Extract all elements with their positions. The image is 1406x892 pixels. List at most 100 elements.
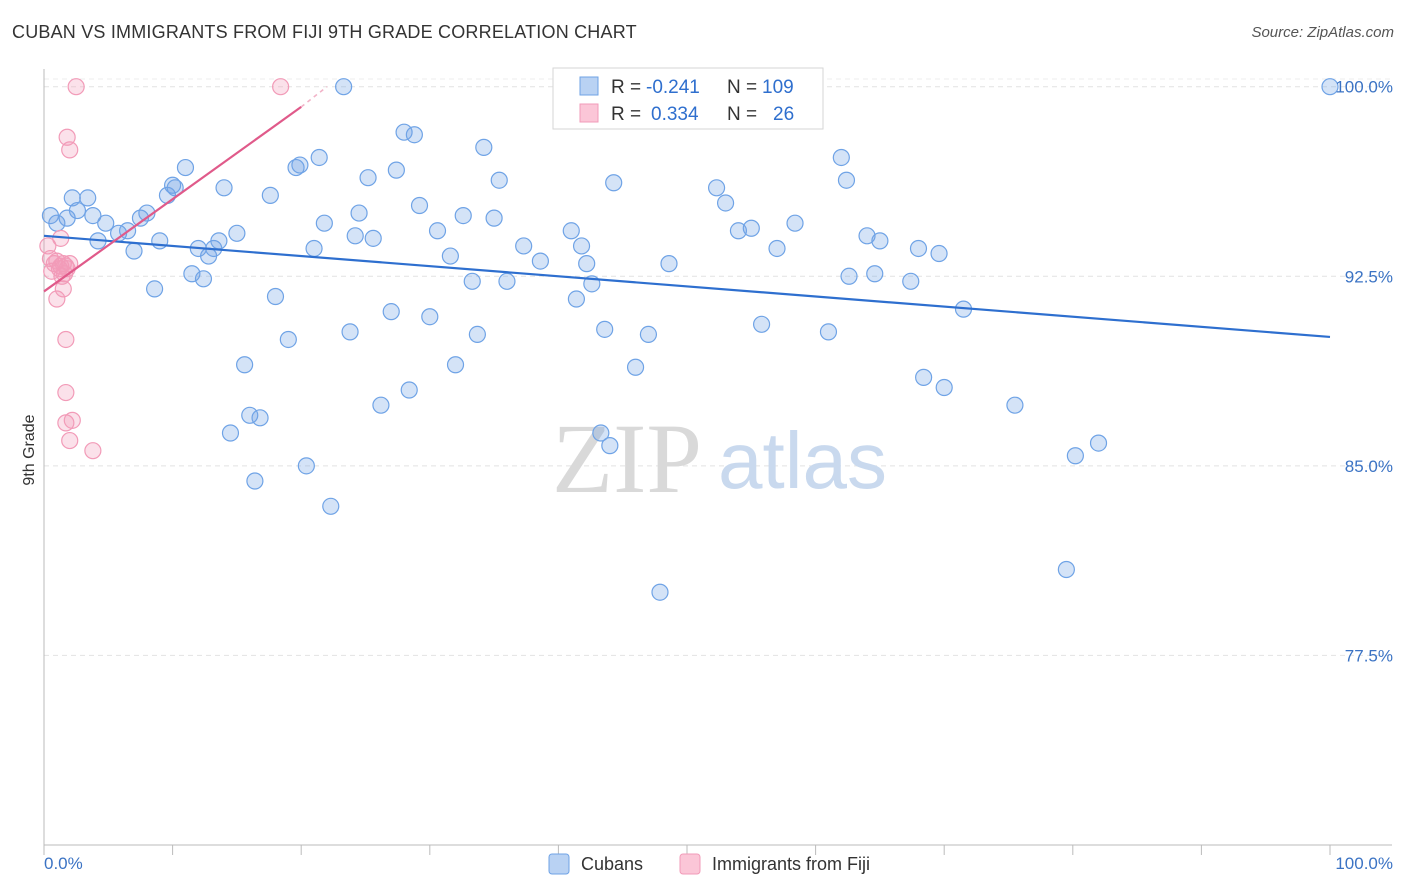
watermark-zip: ZIP: [552, 403, 702, 514]
cubans-point-26: [215, 179, 233, 197]
cubans-point-85: [742, 219, 760, 237]
cubans-point-40: [310, 148, 328, 167]
cubans-point-97: [909, 239, 928, 258]
x-tick-label-0: 0.0%: [44, 854, 83, 873]
cubans-point-96: [902, 272, 920, 290]
cubans-point-100: [935, 378, 953, 397]
cubans-point-44: [341, 323, 359, 341]
cubans-point-81: [660, 255, 678, 273]
fiji-point-22: [84, 442, 102, 460]
cubans-point-15: [151, 232, 169, 250]
cubans-point-54: [405, 126, 423, 144]
cubans-point-60: [454, 207, 472, 225]
legend-n-label-1: N =: [727, 77, 757, 98]
fiji-point-25: [52, 257, 70, 275]
cubans-point-32: [251, 409, 269, 427]
fiji-point-23: [67, 78, 85, 96]
fiji-point-21: [61, 431, 79, 450]
bottom-legend-swatch-blue: [548, 853, 570, 875]
cubans-point-35: [279, 330, 297, 349]
cubans-point-78: [626, 358, 645, 376]
watermark: ZIP atlas: [552, 403, 887, 514]
cubans-point-105: [1089, 434, 1108, 452]
cubans-point-92: [840, 267, 858, 285]
bottom-legend-fiji: Immigrants from Fiji: [712, 854, 870, 874]
cubans-point-102: [1006, 396, 1024, 414]
cubans-point-83: [716, 194, 735, 212]
cubans-points: [41, 78, 1339, 601]
cubans-point-62: [468, 325, 486, 344]
cubans-point-30: [241, 406, 259, 424]
y-tick-label-1: 92.5%: [1345, 267, 1393, 286]
cubans-point-33: [261, 186, 279, 204]
stats-legend: R = -0.241 N = 109 R = 0.334 N = 26: [552, 67, 824, 130]
trend-lines: [43, 86, 1331, 339]
cubans-point-34: [266, 287, 285, 306]
y-tick-label-3: 77.5%: [1345, 646, 1393, 665]
cubans-point-37: [291, 156, 309, 174]
cubans-point-14: [145, 280, 164, 298]
cubans-point-51: [387, 161, 405, 179]
fiji-point-17: [57, 330, 75, 349]
cubans-point-89: [819, 323, 838, 341]
cubans-point-103: [1057, 560, 1075, 579]
cubans-point-106: [1321, 78, 1339, 96]
cubans-point-58: [441, 247, 459, 265]
cubans-point-98: [915, 368, 933, 386]
watermark-atlas: atlas: [718, 416, 887, 505]
cubans-point-29: [236, 356, 254, 374]
fiji-point-16: [61, 141, 79, 159]
cubans-point-104: [1066, 447, 1084, 465]
cubans-point-65: [490, 171, 508, 189]
legend-r-label-1: R =: [611, 77, 641, 98]
cubans-point-74: [592, 424, 610, 442]
cubans-point-66: [498, 272, 516, 290]
cubans-point-84: [729, 222, 748, 240]
cubans-point-39: [305, 239, 323, 258]
cubans-point-4: [79, 189, 97, 207]
bottom-legend-cubans: Cubans: [581, 854, 643, 874]
cubans-point-91: [837, 171, 856, 189]
cubans-point-72: [578, 255, 596, 273]
cubans-point-50: [382, 303, 400, 321]
bottom-legend-swatch-pink: [679, 853, 701, 875]
fiji-trend-line: [43, 106, 302, 293]
legend-r-value-2: 0.334: [651, 104, 699, 125]
cubans-point-94: [866, 265, 884, 283]
axes: [43, 69, 1392, 855]
cubans-point-42: [322, 497, 340, 515]
fiji-trend-extension: [300, 86, 328, 108]
cubans-point-61: [463, 272, 481, 290]
cubans-point-63: [475, 138, 493, 156]
y-tick-label-2: 85.0%: [1345, 457, 1393, 476]
cubans-point-82: [707, 179, 726, 197]
chart-source: Source: ZipAtlas.com: [1251, 24, 1394, 41]
cubans-point-11: [125, 242, 143, 260]
cubans-point-57: [428, 222, 447, 240]
tick-labels: 100.0% 92.5% 85.0% 77.5% 0.0% 100.0%: [44, 78, 1393, 873]
cubans-point-52: [395, 123, 413, 141]
legend-n-value-2: 26: [773, 104, 794, 125]
fiji-point-20: [63, 411, 81, 429]
cubans-point-25: [210, 232, 228, 250]
cubans-point-45: [346, 227, 364, 245]
fiji-point-11: [48, 290, 66, 308]
cubans-trend-line: [43, 234, 1331, 339]
cubans-point-22: [194, 270, 213, 288]
cubans-point-69: [562, 222, 580, 240]
cubans-point-49: [372, 396, 390, 414]
legend-swatch-blue: [579, 76, 599, 96]
cubans-point-93: [858, 227, 876, 245]
cubans-point-19: [176, 158, 195, 177]
cubans-point-64: [485, 209, 503, 227]
cubans-point-99: [930, 244, 948, 263]
cubans-point-59: [446, 356, 465, 374]
cubans-point-77: [605, 174, 623, 192]
cubans-point-17: [164, 176, 182, 194]
cubans-point-28: [228, 224, 246, 242]
cubans-point-67: [515, 237, 533, 255]
fiji-point-12: [54, 280, 72, 298]
cubans-point-53: [400, 381, 418, 399]
cubans-point-79: [639, 325, 658, 344]
cubans-point-5: [84, 207, 102, 225]
